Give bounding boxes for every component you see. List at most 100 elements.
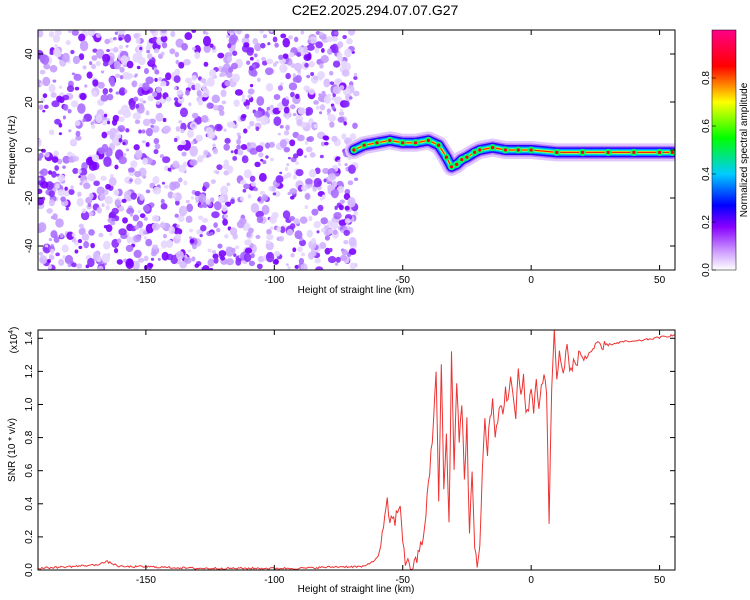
noise-speckle: [173, 86, 178, 90]
noise-speckle: [117, 130, 121, 134]
noise-speckle: [254, 161, 261, 168]
snr-x-tick-label: 0: [528, 575, 534, 586]
noise-speckle: [74, 86, 80, 91]
noise-speckle: [256, 77, 261, 82]
noise-speckle: [125, 128, 130, 133]
colorbar-tick-label: 0.2: [701, 215, 712, 229]
noise-speckle: [88, 192, 94, 200]
noise-speckle: [155, 112, 164, 122]
noise-speckle: [86, 71, 93, 79]
noise-speckle: [105, 224, 113, 233]
noise-speckle: [111, 119, 118, 126]
noise-speckle: [274, 42, 279, 48]
noise-speckle: [191, 112, 199, 119]
noise-speckle: [79, 93, 87, 101]
noise-speckle: [219, 109, 225, 116]
noise-speckle: [235, 30, 242, 35]
noise-speckle: [288, 35, 293, 40]
noise-speckle: [122, 217, 128, 224]
noise-speckle: [304, 192, 311, 200]
noise-speckle: [137, 209, 141, 214]
noise-speckle: [250, 202, 260, 214]
noise-speckle: [187, 129, 194, 138]
noise-speckle: [305, 89, 309, 93]
noise-speckle: [247, 94, 252, 99]
noise-speckle: [205, 198, 211, 205]
noise-speckle: [151, 91, 158, 98]
noise-speckle: [342, 88, 351, 96]
noise-speckle: [150, 30, 156, 34]
noise-speckle: [354, 177, 359, 181]
noise-speckle: [123, 190, 133, 202]
noise-speckle: [197, 98, 204, 106]
noise-speckle: [71, 100, 79, 108]
noise-speckle: [68, 129, 72, 133]
noise-speckle: [114, 133, 122, 139]
noise-speckle: [286, 163, 290, 167]
spectrogram-x-tick-label: -150: [136, 275, 156, 286]
noise-speckle: [266, 233, 274, 241]
noise-speckle: [282, 210, 291, 220]
noise-speckle: [292, 153, 299, 159]
noise-speckle: [152, 244, 159, 250]
noise-speckle: [293, 62, 302, 72]
noise-speckle: [99, 193, 106, 201]
noise-speckle: [258, 172, 267, 182]
noise-speckle: [183, 180, 188, 186]
noise-speckle: [231, 247, 236, 254]
noise-speckle: [83, 182, 91, 190]
noise-speckle: [38, 104, 44, 111]
noise-speckle: [296, 119, 303, 127]
noise-speckle: [98, 147, 106, 155]
noise-speckle: [233, 99, 240, 107]
signal-track-core: [449, 165, 454, 169]
snr-y-tick-label: 1.0: [24, 397, 35, 411]
noise-speckle: [84, 84, 88, 88]
noise-speckle: [78, 53, 85, 61]
noise-speckle: [213, 201, 222, 211]
noise-speckle: [47, 259, 51, 264]
noise-speckle: [118, 228, 127, 236]
noise-speckle: [216, 227, 221, 233]
noise-speckle: [320, 48, 325, 53]
noise-speckle: [143, 230, 148, 235]
noise-speckle: [62, 165, 66, 169]
noise-speckle: [334, 31, 339, 35]
noise-speckle: [303, 54, 312, 61]
noise-speckle: [279, 139, 287, 149]
noise-speckle: [231, 73, 240, 83]
noise-speckle: [277, 132, 281, 136]
noise-speckle: [77, 238, 83, 244]
noise-speckle: [132, 260, 140, 270]
noise-speckle: [126, 236, 133, 244]
noise-speckle: [341, 249, 348, 256]
signal-track-core: [362, 143, 366, 147]
noise-speckle: [327, 184, 335, 191]
noise-speckle: [72, 55, 81, 65]
noise-speckle: [98, 232, 104, 238]
noise-speckle: [246, 231, 252, 238]
noise-speckle: [299, 216, 308, 224]
noise-speckle: [134, 177, 142, 185]
noise-speckle: [287, 266, 291, 270]
noise-speckle: [169, 48, 176, 55]
noise-speckle: [152, 186, 162, 195]
noise-speckle: [129, 102, 136, 111]
noise-speckle: [101, 203, 105, 208]
noise-speckle: [54, 30, 62, 36]
noise-speckle: [118, 45, 124, 50]
noise-speckle: [175, 199, 180, 206]
snr-y-tick-label: 0.2: [24, 530, 35, 544]
noise-speckle: [218, 195, 225, 203]
noise-speckle: [72, 155, 79, 162]
noise-speckle: [72, 167, 79, 175]
noise-speckle: [334, 205, 338, 211]
noise-speckle: [283, 146, 291, 153]
noise-speckle: [93, 180, 100, 187]
noise-speckle: [274, 250, 281, 257]
signal-track-core: [478, 148, 482, 152]
noise-speckle: [125, 72, 133, 80]
noise-speckle: [265, 142, 271, 149]
noise-speckle: [88, 229, 95, 236]
noise-speckle: [129, 178, 133, 183]
